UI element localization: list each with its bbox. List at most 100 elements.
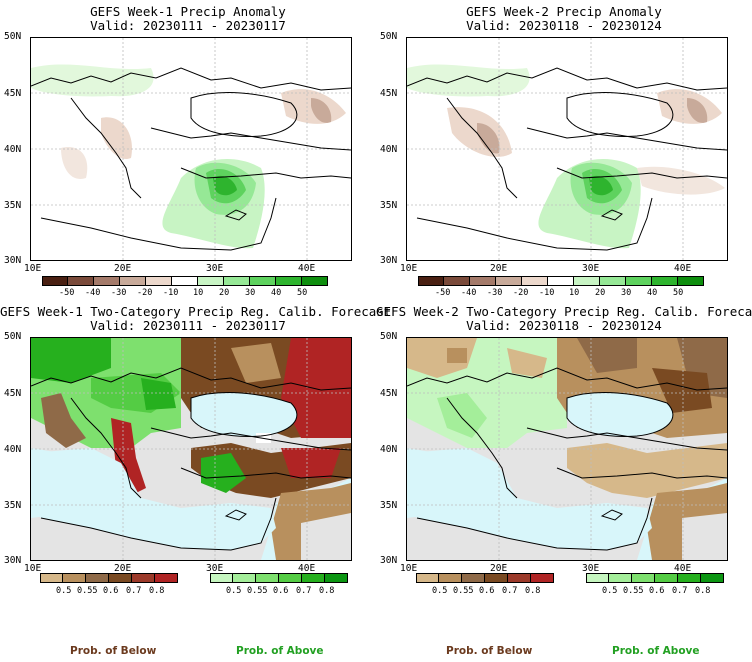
legend-swatch: [279, 573, 302, 583]
probability-map-week1: [30, 337, 352, 561]
lat-label: 50N: [4, 331, 22, 342]
legend-tick: 0.5: [56, 586, 72, 596]
legend-swatch: [439, 573, 462, 583]
legend-swatch: [198, 276, 224, 286]
lon-label: 20E: [490, 263, 508, 274]
legend-tick: 0.7: [502, 586, 518, 596]
legend-swatch: [109, 573, 132, 583]
legend-swatch: [418, 276, 444, 286]
panel-week2-anomaly: GEFS Week-2 Precip Anomaly Valid: 202301…: [376, 0, 752, 300]
legend-tick: -40: [85, 288, 101, 298]
legend-tick: 0.8: [319, 586, 335, 596]
lat-label: 50N: [380, 331, 398, 342]
legend-tick: -30: [487, 288, 503, 298]
legend-tick: 30: [621, 288, 632, 298]
lat-label: 30N: [380, 555, 398, 566]
legend-tick: 0.8: [695, 586, 711, 596]
legend-swatch: [652, 276, 678, 286]
lon-label: 30E: [206, 563, 224, 574]
legend-swatch: [250, 276, 276, 286]
lat-label: 30N: [4, 555, 22, 566]
legend-swatch: [172, 276, 198, 286]
prob-above-label: Prob. of Above: [236, 645, 324, 657]
legend-swatch: [548, 276, 574, 286]
legend-swatch: [485, 573, 508, 583]
lon-label: 20E: [114, 563, 132, 574]
legend-tick: 0.6: [273, 586, 289, 596]
legend-tick: 0.5: [432, 586, 448, 596]
legend-swatch: [626, 276, 652, 286]
legend-swatch: [325, 573, 348, 583]
legend-tick: 40: [647, 288, 658, 298]
lat-label: 45N: [4, 388, 22, 399]
lat-label: 30N: [380, 255, 398, 266]
legend-tick: -10: [539, 288, 555, 298]
legend-swatch: [63, 573, 86, 583]
legend-tick: -30: [111, 288, 127, 298]
legend-tick: 0.7: [296, 586, 312, 596]
lat-label: 40N: [4, 444, 22, 455]
legend-swatch: [444, 276, 470, 286]
legend-swatch: [462, 573, 485, 583]
legend-tick: 0.6: [103, 586, 119, 596]
legend-tick: 50: [673, 288, 684, 298]
legend-tick: 0.6: [479, 586, 495, 596]
anomaly-map-week1: [30, 37, 352, 261]
anomaly-legend: [418, 276, 704, 286]
legend-tick: -50: [59, 288, 75, 298]
lon-label: 10E: [24, 263, 42, 274]
lon-label: 30E: [582, 263, 600, 274]
legend-tick: 30: [245, 288, 256, 298]
legend-swatch: [302, 276, 328, 286]
lat-label: 35N: [380, 500, 398, 511]
lon-label: 10E: [400, 263, 418, 274]
prob-above-label: Prob. of Above: [612, 645, 700, 657]
legend-tick: 20: [219, 288, 230, 298]
panel-title: GEFS Week-1 Two-Category Precip Reg. Cal…: [0, 304, 392, 319]
legend-swatch: [210, 573, 233, 583]
panel-valid-dates: Valid: 20230118 - 20230124: [466, 318, 662, 333]
legend-swatch: [470, 276, 496, 286]
prob-below-label: Prob. of Below: [70, 645, 157, 657]
panel-valid-dates: Valid: 20230118 - 20230124: [466, 18, 662, 33]
lon-label: 40E: [674, 263, 692, 274]
legend-tick: 0.6: [649, 586, 665, 596]
legend-swatch: [68, 276, 94, 286]
legend-tick: -20: [137, 288, 153, 298]
panel-valid-dates: Valid: 20230111 - 20230117: [90, 18, 286, 33]
legend-swatch: [256, 573, 279, 583]
legend-swatch: [94, 276, 120, 286]
legend-swatch: [302, 573, 325, 583]
anomaly-legend: [42, 276, 328, 286]
legend-swatch: [42, 276, 68, 286]
lat-label: 35N: [4, 500, 22, 511]
legend-tick: 0.8: [149, 586, 165, 596]
legend-tick: -50: [435, 288, 451, 298]
legend-swatch: [146, 276, 172, 286]
legend-swatch: [600, 276, 626, 286]
legend-swatch: [276, 276, 302, 286]
panel-valid-dates: Valid: 20230111 - 20230117: [90, 318, 286, 333]
legend-swatch: [86, 573, 109, 583]
panel-title: GEFS Week-1 Precip Anomaly: [90, 4, 286, 19]
legend-tick: 0.55: [77, 586, 98, 596]
map-graphic: [407, 338, 727, 560]
lat-label: 35N: [380, 200, 398, 211]
legend-swatch: [40, 573, 63, 583]
lat-label: 50N: [380, 31, 398, 42]
panel-title: GEFS Week-2 Precip Anomaly: [466, 4, 662, 19]
lon-label: 40E: [298, 563, 316, 574]
lat-label: 30N: [4, 255, 22, 266]
legend-tick: 0.55: [623, 586, 644, 596]
legend-swatch: [508, 573, 531, 583]
anomaly-map-week2: [406, 37, 728, 261]
map-graphic: [407, 38, 727, 260]
legend-tick: 10: [569, 288, 580, 298]
lon-label: 20E: [490, 563, 508, 574]
below-legend: [416, 573, 554, 583]
legend-swatch: [224, 276, 250, 286]
below-legend: [40, 573, 178, 583]
lon-label: 30E: [206, 263, 224, 274]
legend-tick: -40: [461, 288, 477, 298]
lat-label: 45N: [380, 88, 398, 99]
